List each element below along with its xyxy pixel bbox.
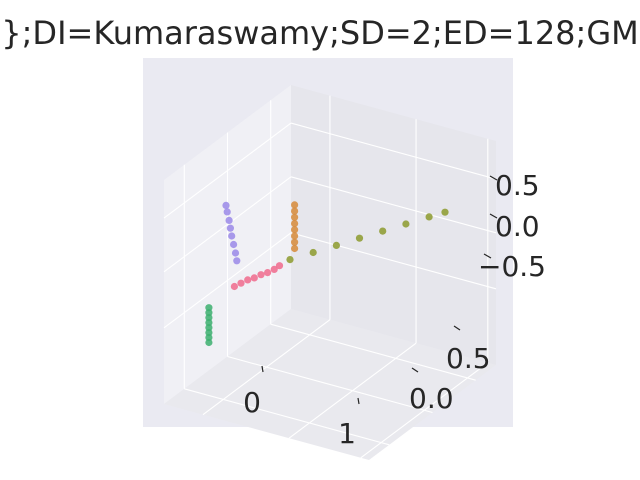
data-point <box>233 257 241 265</box>
tick-label: 0 <box>243 386 261 419</box>
data-point <box>441 208 449 216</box>
tick-mark <box>357 397 360 405</box>
data-point <box>205 329 213 337</box>
data-point <box>205 309 213 317</box>
tick-mark <box>489 175 498 181</box>
data-point <box>402 220 410 228</box>
data-point <box>205 338 213 347</box>
tick-label: 0.5 <box>495 169 540 202</box>
data-point <box>250 274 258 282</box>
data-point <box>355 234 364 242</box>
data-point <box>291 201 299 209</box>
data-point <box>231 249 240 257</box>
data-point <box>291 232 299 240</box>
data-point <box>222 201 230 209</box>
data-point <box>270 265 278 273</box>
data-point <box>226 224 234 232</box>
data-point <box>291 213 299 221</box>
data-point <box>257 271 265 279</box>
grid-line <box>270 323 476 381</box>
data-point <box>275 262 284 270</box>
data-point <box>425 213 433 221</box>
data-point <box>228 232 236 240</box>
data-point <box>244 276 252 284</box>
grid-line <box>163 176 292 273</box>
tick-label: 0.0 <box>409 382 454 415</box>
grid-line <box>202 319 331 416</box>
tick-mark <box>261 365 264 373</box>
tick-mark <box>453 325 461 331</box>
grid-line <box>360 362 489 459</box>
data-point <box>225 216 233 224</box>
data-point <box>205 319 213 327</box>
data-point <box>205 304 213 312</box>
data-point <box>205 324 213 332</box>
data-point <box>291 220 299 228</box>
tick-mark <box>483 253 492 259</box>
data-point <box>264 269 272 277</box>
data-point <box>291 238 299 246</box>
tick-label: 0.0 <box>495 210 540 243</box>
data-point <box>291 207 299 215</box>
grid-line <box>290 232 497 290</box>
tick-mark <box>489 213 498 219</box>
data-point <box>230 240 238 249</box>
data-point <box>291 226 299 234</box>
grid-line <box>163 232 292 329</box>
data-point <box>230 282 238 291</box>
tick-label: −0.5 <box>478 250 546 283</box>
grid-line <box>227 355 433 414</box>
data-point <box>237 279 245 287</box>
data-point <box>291 244 299 253</box>
grid-line <box>290 176 497 234</box>
grid-line <box>163 122 292 219</box>
tick-mark <box>411 367 419 373</box>
grid-line <box>184 388 390 446</box>
tick-label: 1 <box>338 417 356 450</box>
data-point <box>379 227 387 235</box>
tick-label: 0.5 <box>446 342 491 375</box>
grid-line <box>288 342 417 439</box>
pane-right <box>291 85 496 365</box>
data-point <box>286 256 294 264</box>
data-point <box>309 248 317 257</box>
data-point <box>332 241 340 249</box>
grid-line <box>290 122 497 180</box>
data-point <box>223 208 231 216</box>
chart-title: };DI=Kumaraswamy;SD=2;ED=128;GM <box>1 14 639 52</box>
